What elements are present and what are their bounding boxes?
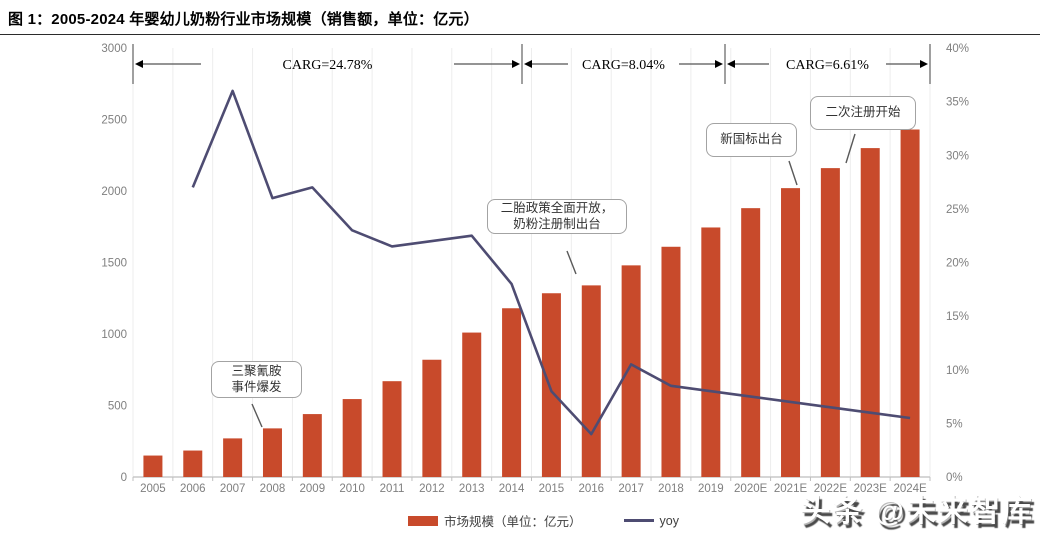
carg-label: CARG=24.78% [283, 58, 373, 73]
x-axis-label-2024E: 2024E [893, 483, 927, 495]
right-axis-tick-label: 20% [946, 258, 969, 270]
bar-2019 [701, 227, 721, 477]
annotation-text: 二胎政策全面开放， [500, 201, 614, 215]
right-axis-tick-label: 40% [946, 43, 969, 55]
left-axis-tick-label: 0 [121, 472, 127, 484]
annotation-text: 事件爆发 [231, 379, 282, 394]
annotation-leader-melamine-incident [251, 403, 263, 428]
bar-2017 [621, 265, 641, 477]
arrow-left-head [524, 60, 532, 68]
right-axis-tick-label: 5% [946, 418, 963, 430]
yoy-line [191, 89, 911, 436]
x-axis-label-2017: 2017 [618, 483, 644, 495]
bar-2006 [183, 450, 203, 477]
right-axis-tick-label: 35% [946, 97, 969, 109]
x-axis-label-2014: 2014 [499, 483, 525, 495]
bar-2015 [541, 293, 561, 477]
x-axis-label-2018: 2018 [658, 483, 684, 495]
bar-2020E [741, 208, 761, 477]
bar-2005 [143, 455, 163, 477]
carg-label: CARG=6.61% [786, 58, 869, 73]
bar-2013 [462, 332, 482, 477]
chart-legend: 市场规模（单位：亿元） yoy [408, 511, 679, 530]
annotation-leader-second-registration-start [845, 133, 856, 164]
right-axis-tick-label: 0% [946, 472, 963, 484]
x-axis-label-2009: 2009 [300, 483, 326, 495]
x-axis-label-2021E: 2021E [774, 483, 808, 495]
left-axis-tick-label: 2500 [101, 115, 127, 127]
bar-2018 [661, 246, 681, 477]
annotation-leader-two-child-policy [566, 250, 577, 275]
figure-title: 图 1：2005-2024 年婴幼儿奶粉行业市场规模（销售额，单位：亿元） [8, 11, 479, 28]
x-axis-label-2013: 2013 [459, 483, 485, 495]
annotation-text: 新国标出台 [720, 132, 783, 147]
bar-2016 [581, 285, 601, 477]
x-axis-label-2012: 2012 [419, 483, 445, 495]
x-axis-label-2006: 2006 [180, 483, 206, 495]
left-axis-tick-label: 500 [108, 401, 127, 413]
legend-bar-label: 市场规模（单位：亿元） [444, 515, 582, 529]
right-axis-tick-label: 10% [946, 365, 969, 377]
bar-2021E [781, 188, 801, 477]
x-axis-label-2015: 2015 [539, 483, 565, 495]
bar-2011 [382, 381, 402, 477]
x-axis-label-2007: 2007 [220, 483, 246, 495]
annotation-new-national-standard: 新国标出台 [706, 123, 797, 157]
annotation-second-registration: 二次注册开始 [810, 96, 916, 130]
x-axis-label-2023E: 2023E [854, 483, 888, 495]
x-axis-label-2016: 2016 [578, 483, 604, 495]
x-axis-label-2011: 2011 [380, 483, 405, 495]
arrow-left-head [727, 60, 735, 68]
x-axis-label-2010: 2010 [339, 483, 365, 495]
bar-2014 [502, 308, 522, 477]
left-axis-tick-label: 1000 [101, 329, 127, 341]
bar-2012 [422, 359, 442, 477]
annotation-text: 二次注册开始 [825, 105, 901, 120]
annotation-melamine-incident: 三聚氰胺 事件爆发 [211, 361, 302, 398]
watermark-toutiao-weilaizhiku: 头条 @未来智库 [800, 495, 1034, 528]
left-axis-tick-label: 1500 [101, 258, 127, 270]
left-axis-tick-label: 2000 [101, 186, 127, 198]
bar-2022E [820, 168, 840, 477]
bar-2008 [262, 428, 282, 477]
arrow-right-head [512, 60, 520, 68]
right-axis-tick-label: 30% [946, 150, 969, 162]
arrow-left-head [135, 60, 143, 68]
right-axis-tick-label: 15% [946, 311, 969, 323]
arrow-right-head [715, 60, 723, 68]
right-axis-tick-label: 25% [946, 204, 969, 216]
left-axis-tick-label: 3000 [101, 43, 127, 55]
legend-line-label: yoy [659, 513, 679, 528]
x-axis-label-2022E: 2022E [814, 483, 848, 495]
bar-2023E [860, 148, 880, 477]
x-axis-label-2008: 2008 [260, 483, 286, 495]
annotation-two-child-policy: 二胎政策全面开放， 奶粉注册制出台 [487, 199, 627, 234]
annotation-text: 奶粉注册制出台 [513, 216, 601, 231]
legend-line-swatch [623, 519, 654, 522]
legend-bar-swatch [408, 515, 438, 526]
x-axis-label-2005: 2005 [140, 483, 166, 495]
x-axis-label-2020E: 2020E [734, 483, 768, 495]
x-axis-label-2019: 2019 [698, 483, 724, 495]
annotation-leader-new-national-standard [788, 160, 798, 186]
bar-2009 [302, 414, 322, 477]
bar-2007 [223, 438, 243, 477]
annotation-text: 三聚氰胺 [231, 364, 282, 378]
arrow-right-head [920, 60, 928, 68]
title-divider-line [0, 34, 1040, 35]
bar-2024E [900, 129, 920, 477]
carg-label: CARG=8.04% [582, 58, 665, 73]
bar-2010 [342, 399, 362, 477]
